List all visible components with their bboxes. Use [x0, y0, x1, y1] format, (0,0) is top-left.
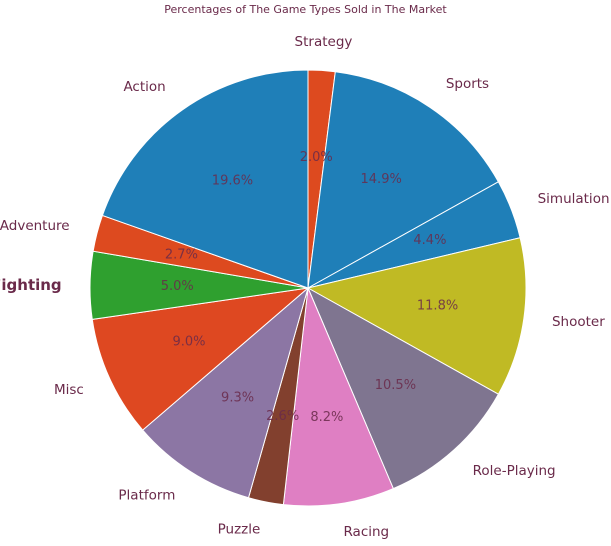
category-label-simulation: Simulation — [538, 191, 610, 207]
category-label-fighting: Fighting — [0, 276, 62, 294]
percent-label-action: 19.6% — [212, 174, 253, 189]
percent-label-fighting: 5.0% — [161, 279, 194, 294]
pie-slice-action — [101, 69, 309, 289]
category-label-action: Action — [123, 79, 165, 95]
chart-title: Percentages of The Game Types Sold in Th… — [164, 3, 447, 16]
pie-slices — [89, 69, 527, 507]
percent-label-misc: 9.0% — [172, 335, 205, 350]
pie-slice-platform — [141, 286, 309, 499]
percent-label-strategy: 2.0% — [300, 150, 333, 165]
percent-labels: 2.0% 14.9% 4.4% 11.8% 10.5% 8.2% 2.6% 9.3% 9.0% 5… — [161, 150, 459, 425]
percent-label-puzzle: 2.6% — [266, 409, 299, 424]
pie-slice-misc — [91, 287, 310, 431]
category-label-role-playing: Role-Playing — [473, 463, 556, 479]
pie-slice-shooter — [306, 237, 527, 395]
percent-label-simulation: 4.4% — [413, 233, 446, 248]
percent-label-sports: 14.9% — [361, 172, 402, 187]
category-label-misc: Misc — [54, 382, 84, 398]
percent-label-racing: 8.2% — [310, 410, 343, 425]
category-label-sports: Sports — [446, 76, 489, 92]
category-label-adventure: Adventure — [0, 218, 70, 234]
category-labels: Strategy Sports Simulation Shooter Role-Play… — [0, 34, 610, 540]
percent-label-shooter: 11.8% — [417, 299, 458, 314]
percent-label-platform: 9.3% — [221, 391, 254, 406]
category-label-puzzle: Puzzle — [218, 522, 261, 538]
percent-label-role-playing: 10.5% — [375, 378, 416, 393]
category-label-shooter: Shooter — [552, 314, 605, 330]
category-label-racing: Racing — [343, 524, 389, 540]
category-label-strategy: Strategy — [295, 34, 353, 50]
percent-label-adventure: 2.7% — [165, 248, 198, 263]
category-label-platform: Platform — [118, 488, 175, 504]
pie-slice-racing — [282, 286, 394, 507]
pie-slice-role-playing — [306, 286, 500, 490]
pie-slice-sports — [307, 71, 500, 289]
